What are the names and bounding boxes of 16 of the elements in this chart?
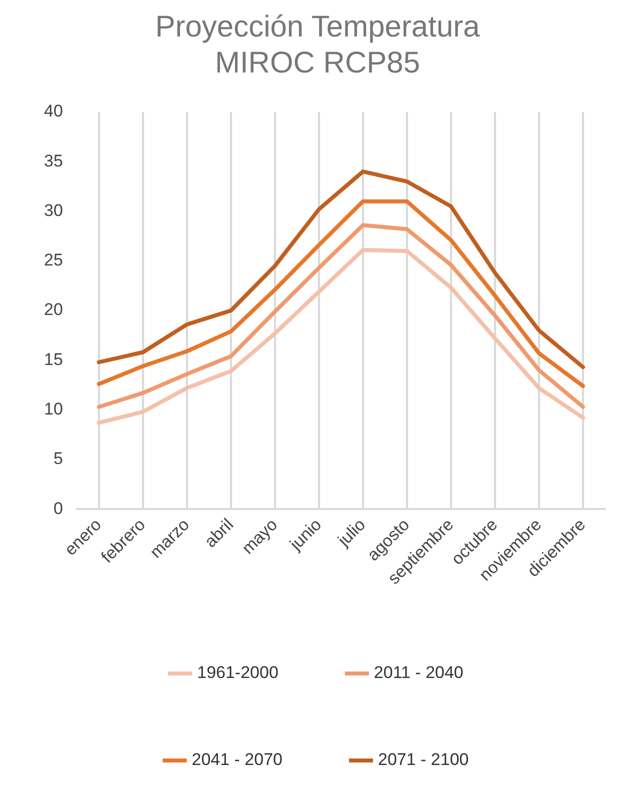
y-tick-label: 10	[44, 400, 63, 419]
y-tick-label: 35	[44, 151, 63, 170]
y-tick-label: 20	[44, 300, 63, 320]
legend-label: 2011 - 2040	[374, 663, 464, 682]
legend-label: 2041 - 2070	[192, 750, 283, 770]
x-tick-label: julio	[334, 515, 370, 551]
y-tick-label: 5	[53, 449, 63, 468]
legend-label: 1961-2000	[197, 663, 278, 682]
y-tick-label: 15	[44, 350, 63, 369]
y-tick-label: 25	[44, 250, 63, 270]
legend-label: 2071 - 2100	[378, 750, 469, 770]
text: MIROC RCP85	[214, 46, 420, 80]
y-tick-label: 40	[44, 102, 63, 121]
y-tick-label: 0	[53, 498, 63, 518]
text: Proyección Temperatura	[155, 10, 480, 44]
y-tick-label: 30	[44, 200, 63, 220]
